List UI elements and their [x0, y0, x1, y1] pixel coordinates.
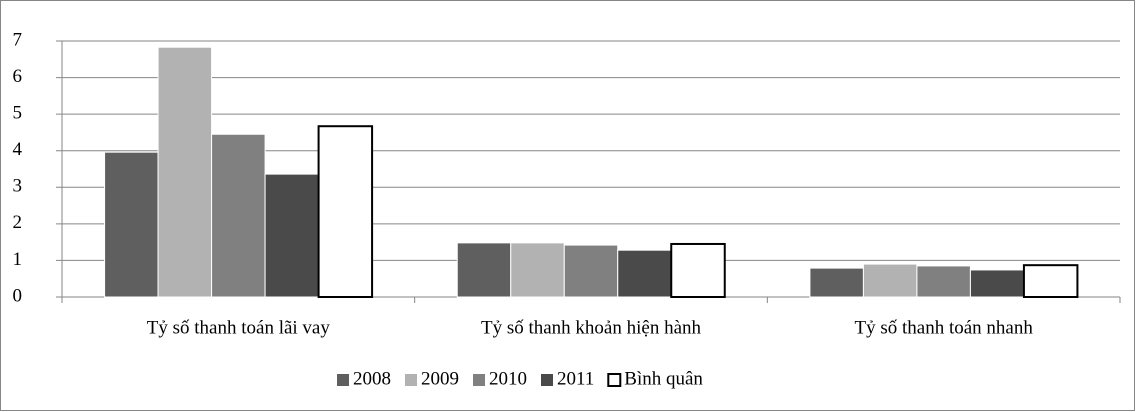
legend-label: 2011 [557, 368, 594, 389]
legend-swatch [541, 374, 553, 386]
bar [264, 173, 320, 298]
legend-label: Bình quân [624, 368, 703, 389]
legend-swatch [607, 373, 622, 387]
bar [862, 263, 918, 298]
legend-swatch [337, 374, 349, 386]
legend-label: 2009 [421, 368, 459, 389]
y-tick-label: 6 [13, 66, 23, 87]
y-tick-label: 3 [13, 176, 23, 197]
x-tick-label: Tỷ số thanh toán lãi vay [147, 317, 331, 338]
bar [670, 242, 726, 299]
y-tick-label: 5 [13, 103, 23, 124]
bar [563, 244, 619, 298]
y-tick-label: 4 [13, 139, 23, 160]
legend-swatch [405, 374, 417, 386]
bar [969, 269, 1025, 298]
legend-label: 2010 [489, 368, 527, 389]
bar [157, 46, 213, 298]
bar [809, 267, 864, 298]
bar [211, 133, 266, 298]
y-tick-label: 0 [13, 285, 23, 306]
bar [1022, 264, 1079, 299]
bar [317, 125, 374, 298]
bar [617, 249, 672, 298]
y-tick-label: 1 [13, 249, 23, 270]
y-tick-label: 2 [13, 212, 23, 233]
legend-label: 2008 [353, 368, 391, 389]
y-tick-label: 7 [13, 29, 23, 50]
bar [104, 151, 159, 298]
legend-swatch [473, 374, 485, 386]
bar [510, 242, 565, 298]
x-tick-label: Tỷ số thanh toán nhanh [854, 317, 1033, 338]
x-tick-label: Tỷ số thanh khoản hiện hành [481, 317, 702, 338]
bar [916, 265, 971, 298]
bar [456, 242, 512, 298]
